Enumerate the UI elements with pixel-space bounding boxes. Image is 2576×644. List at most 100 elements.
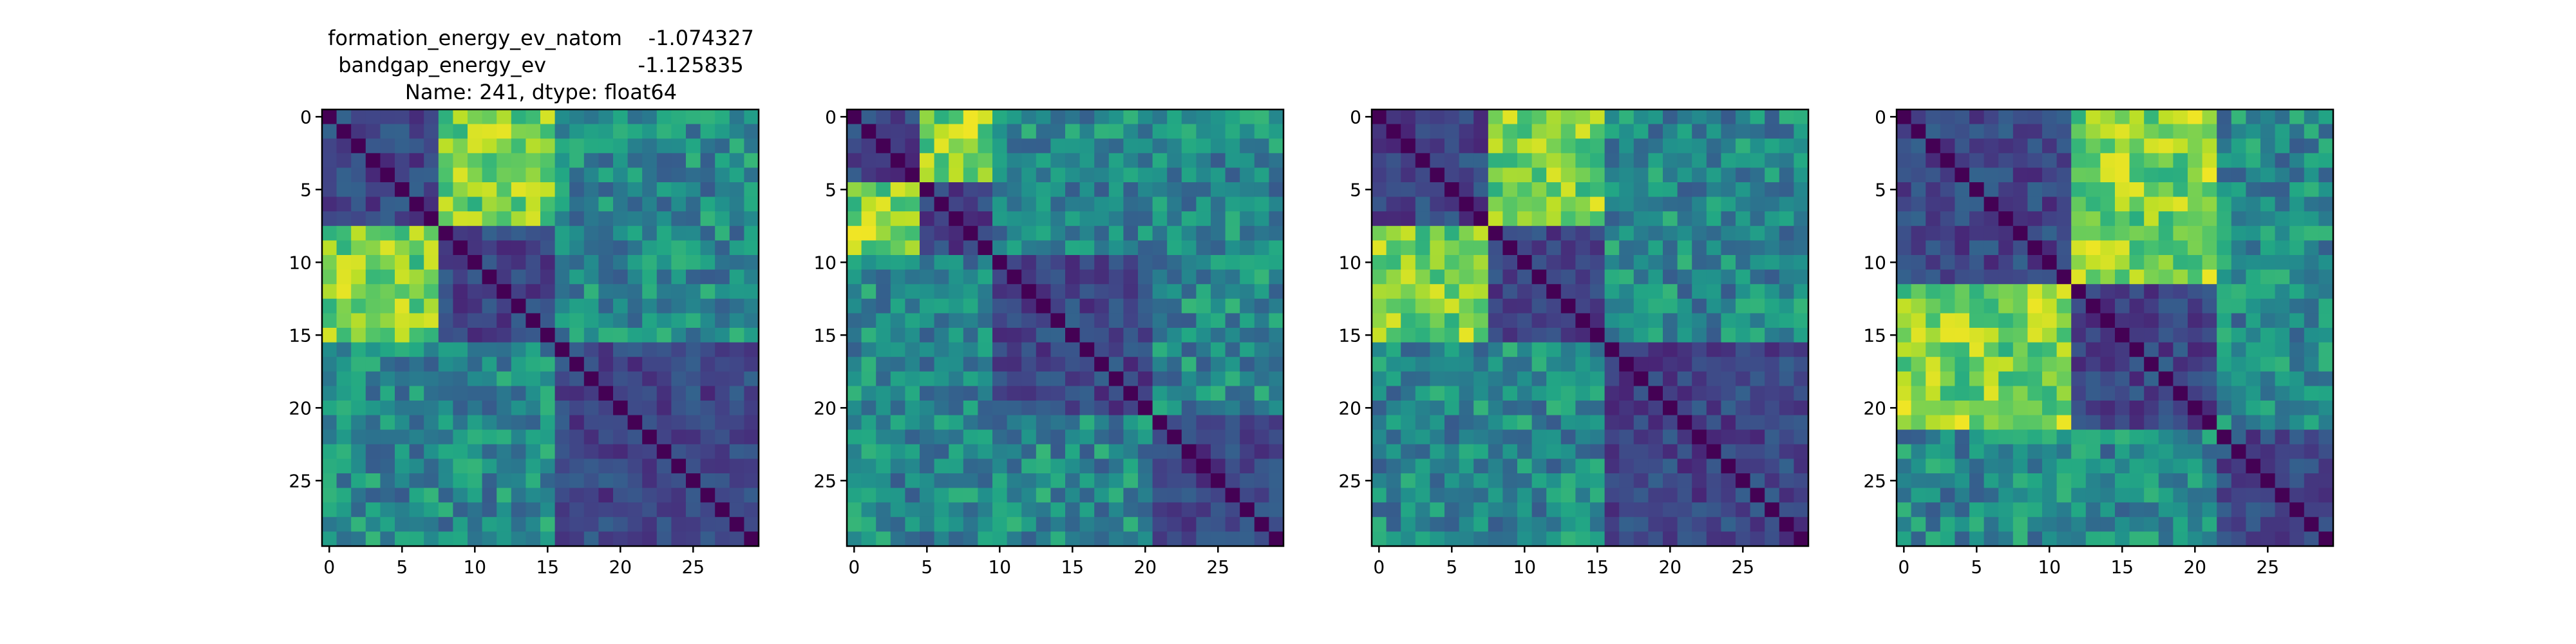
heatmap-cell [526,182,541,198]
heatmap-cell [1765,401,1780,416]
heatmap-cell [1926,167,1941,183]
heatmap-cell [2246,328,2261,343]
heatmap-cell [2012,430,2028,445]
heatmap-cell [526,124,541,139]
heatmap-cell [1196,124,1211,139]
heatmap-cell [322,386,337,401]
heatmap-cell [1401,284,1416,299]
heatmap-cell [453,269,468,285]
heatmap-cell [890,401,905,416]
heatmap-cell [1955,444,1970,459]
heatmap-cell [890,269,905,285]
heatmap-cell [569,225,585,241]
heatmap-cell [322,342,337,357]
heatmap-cell [2085,109,2101,125]
y-tick-label: 5 [825,179,837,200]
heatmap-cell [744,473,759,489]
heatmap-cell [1269,531,1284,547]
heatmap-cell [934,328,949,343]
heatmap-cell [992,444,1008,459]
heatmap-cell [453,328,468,343]
heatmap-cell [1955,240,1970,256]
heatmap-cell [1254,313,1269,328]
heatmap-cell [2260,211,2276,227]
heatmap-cell [1050,298,1066,314]
heatmap-cell [2173,225,2188,241]
heatmap-cell [1167,473,1182,489]
heatmap-cell [1372,516,1387,532]
heatmap-cell [1094,371,1110,386]
heatmap-cell [1459,313,1474,328]
heatmap-cell [1138,167,1153,183]
heatmap-cell [1911,371,1926,386]
heatmap-cell [540,371,556,386]
heatmap-cell [744,255,759,270]
heatmap-cell [1079,255,1095,270]
heatmap-cell [511,473,526,489]
heatmap-cell [2085,225,2101,241]
heatmap-cell [729,313,744,328]
heatmap-cell [2231,415,2246,430]
heatmap-cell [1692,167,1707,183]
heatmap-cell [2129,502,2145,518]
heatmap-cell [497,531,512,547]
heatmap-cell [424,459,439,474]
heatmap-cell [1430,444,1445,459]
heatmap-cell [1372,255,1387,270]
heatmap-cell [1415,138,1430,154]
heatmap-cell [1065,313,1081,328]
heatmap-cell [351,401,366,416]
heatmap-cell [2275,328,2290,343]
heatmap-cell [1225,444,1240,459]
heatmap-cell [920,386,935,401]
heatmap-cell [1108,196,1124,212]
heatmap-cell [424,211,439,227]
heatmap-cell [861,211,876,227]
heatmap-cell [395,255,410,270]
heatmap-cell [2260,415,2276,430]
heatmap-cell [963,488,978,503]
y-tick-label: 15 [1863,325,1886,346]
heatmap-cell [1794,328,1809,343]
heatmap-cell [2304,444,2319,459]
heatmap-cell [2217,153,2232,168]
heatmap-cell [497,386,512,401]
heatmap-cell [1094,167,1110,183]
heatmap-cell [365,342,381,357]
heatmap-cell [511,342,526,357]
heatmap-cell [2027,138,2043,154]
heatmap-cell [1211,109,1226,125]
heatmap-cell [920,182,935,198]
heatmap-cell [511,211,526,227]
y-tick-label: 25 [289,470,312,491]
heatmap-cell [2202,167,2217,183]
heatmap-cell [598,444,614,459]
heatmap-cell [1459,488,1474,503]
heatmap-cell [1897,211,1912,227]
heatmap-cell [2012,313,2028,328]
heatmap-cell [2188,473,2203,489]
heatmap-cell [876,284,891,299]
heatmap-cell [1021,502,1037,518]
heatmap-cell [686,313,701,328]
heatmap-cell [322,196,337,212]
heatmap-cell [963,430,978,445]
heatmap-cell [2027,401,2043,416]
heatmap-cell [876,255,891,270]
heatmap-cell [2217,240,2232,256]
heatmap-cell [1517,167,1533,183]
heatmap-cell [1167,502,1182,518]
heatmap-cell [2071,342,2087,357]
heatmap-cell [2202,225,2217,241]
heatmap-cell [1240,371,1255,386]
heatmap-cell [511,167,526,183]
heatmap-cell [2246,124,2261,139]
heatmap-cell [715,211,730,227]
heatmap-cell [642,225,658,241]
heatmap-cell [1517,211,1533,227]
heatmap-cell [1401,473,1416,489]
heatmap-cell [1473,488,1489,503]
heatmap-cell [2158,459,2174,474]
heatmap-cell [540,269,556,285]
heatmap-cell [2129,284,2145,299]
